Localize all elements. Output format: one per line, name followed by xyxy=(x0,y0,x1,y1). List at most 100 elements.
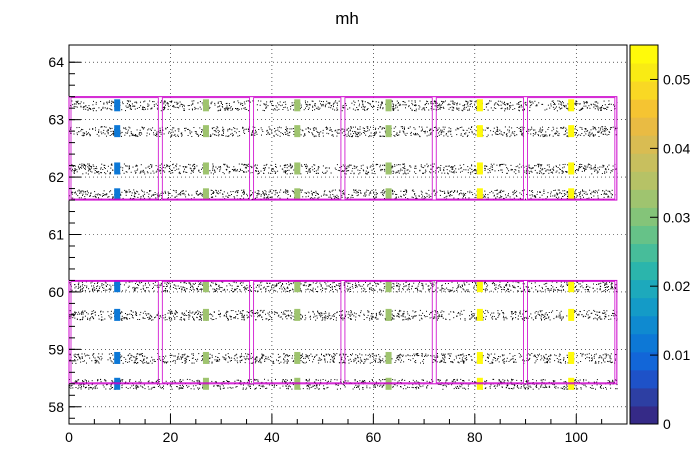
hit-point xyxy=(519,192,521,194)
hit-point xyxy=(434,310,436,312)
hit-point xyxy=(462,197,464,199)
hot-cell xyxy=(385,188,392,201)
hit-point xyxy=(315,319,317,321)
hit-point xyxy=(436,191,438,193)
hit-point xyxy=(305,171,307,172)
hit-point xyxy=(576,101,578,103)
hit-point xyxy=(554,103,556,104)
hit-point xyxy=(341,110,343,112)
hit-point xyxy=(306,104,308,105)
hit-point xyxy=(459,193,461,194)
hit-point xyxy=(210,172,212,174)
hit-point xyxy=(79,290,81,291)
hit-point xyxy=(72,104,74,106)
hit-point xyxy=(560,108,562,110)
hit-point xyxy=(600,107,602,109)
hit-point xyxy=(126,106,128,108)
hit-point xyxy=(375,283,377,285)
hit-point xyxy=(405,193,407,195)
hit-point xyxy=(548,164,550,166)
hit-point xyxy=(403,126,405,128)
hit-point xyxy=(604,172,606,174)
hit-point xyxy=(545,170,547,172)
hit-point xyxy=(231,194,232,195)
hit-point xyxy=(588,163,590,165)
hit-point xyxy=(447,172,448,174)
hit-point xyxy=(120,194,122,196)
hit-point xyxy=(475,130,477,132)
hit-point xyxy=(363,108,365,110)
hit-point xyxy=(262,193,264,194)
hit-point xyxy=(191,170,192,172)
hit-point xyxy=(608,131,610,133)
hit-point xyxy=(348,166,350,168)
hit-point xyxy=(110,130,112,132)
hit-point xyxy=(443,128,445,130)
hit-point xyxy=(279,281,281,283)
hit-point xyxy=(145,290,146,292)
hit-point xyxy=(512,199,513,200)
hit-point xyxy=(259,288,261,290)
hit-point xyxy=(501,169,503,171)
hit-point xyxy=(311,100,313,102)
hit-point xyxy=(218,135,220,137)
hit-point xyxy=(191,136,193,137)
hit-point xyxy=(552,100,554,102)
hit-point xyxy=(329,191,331,193)
hit-point xyxy=(214,134,216,136)
hit-point xyxy=(213,173,214,175)
hit-point xyxy=(285,191,286,193)
hit-point xyxy=(565,106,567,108)
hit-point xyxy=(310,289,312,291)
hit-point xyxy=(382,192,384,194)
hit-point xyxy=(71,289,73,291)
hit-point xyxy=(558,289,560,291)
hit-point xyxy=(450,194,451,196)
hit-point xyxy=(317,166,319,168)
hit-point xyxy=(483,109,485,110)
hit-point xyxy=(415,108,417,110)
hit-point xyxy=(301,165,303,167)
hit-point xyxy=(293,282,294,284)
hit-point xyxy=(439,194,441,196)
hit-point xyxy=(476,106,477,108)
hit-point xyxy=(142,169,144,171)
hit-point xyxy=(534,129,536,131)
hit-point xyxy=(215,166,217,168)
hit-point xyxy=(313,313,315,315)
hit-point xyxy=(590,193,591,195)
hit-point xyxy=(272,109,274,111)
hit-point xyxy=(566,283,568,285)
hit-point xyxy=(602,130,604,132)
hit-point xyxy=(286,290,288,292)
hit-point xyxy=(348,288,350,290)
hit-point xyxy=(77,313,79,315)
hit-point xyxy=(590,103,592,105)
hit-point xyxy=(433,171,435,173)
hit-point xyxy=(256,195,258,197)
hit-point xyxy=(403,191,404,192)
hit-point xyxy=(185,290,186,292)
hit-point xyxy=(343,282,345,284)
hit-point xyxy=(561,286,563,288)
hit-point xyxy=(271,196,273,198)
hit-point xyxy=(211,196,213,198)
hit-point xyxy=(554,107,556,109)
hit-point xyxy=(411,102,413,104)
hit-point xyxy=(262,287,264,289)
hit-point xyxy=(167,283,169,285)
hit-point xyxy=(457,286,459,288)
hit-point xyxy=(94,191,96,193)
hit-point xyxy=(606,193,608,195)
hit-point xyxy=(374,133,376,135)
hit-point xyxy=(342,189,344,191)
hit-point xyxy=(406,169,408,171)
hit-point xyxy=(457,102,458,104)
hit-point xyxy=(254,134,256,136)
hit-point xyxy=(451,168,453,170)
hit-point xyxy=(307,101,309,103)
hit-point xyxy=(92,104,94,106)
hit-point xyxy=(273,170,275,172)
hit-point xyxy=(105,194,107,196)
hit-point xyxy=(518,167,520,169)
